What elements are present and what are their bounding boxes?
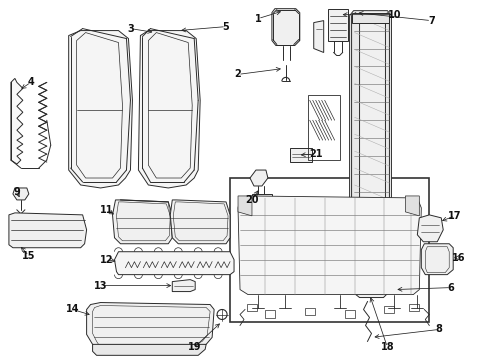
Polygon shape (349, 11, 390, 298)
Polygon shape (172, 280, 195, 292)
Polygon shape (138, 31, 200, 188)
Polygon shape (13, 188, 29, 200)
Polygon shape (238, 196, 251, 216)
Bar (229, 178, 428, 323)
Text: 16: 16 (451, 253, 465, 263)
Polygon shape (289, 148, 311, 162)
Text: 4: 4 (27, 77, 34, 87)
Text: 5: 5 (222, 22, 229, 32)
Polygon shape (11, 78, 23, 164)
Text: 20: 20 (244, 195, 258, 205)
Polygon shape (405, 196, 419, 216)
Polygon shape (114, 252, 234, 275)
Text: 13: 13 (94, 280, 107, 291)
Text: 8: 8 (435, 324, 442, 334)
Polygon shape (112, 200, 172, 244)
Polygon shape (271, 9, 299, 45)
Text: 15: 15 (22, 251, 36, 261)
Polygon shape (351, 13, 388, 23)
Text: 12: 12 (100, 255, 113, 265)
Text: 19: 19 (187, 342, 201, 352)
Polygon shape (238, 196, 421, 294)
Text: 14: 14 (66, 305, 79, 315)
Polygon shape (327, 9, 347, 41)
Polygon shape (381, 13, 388, 292)
Polygon shape (9, 213, 86, 248)
Polygon shape (170, 200, 229, 244)
Text: 11: 11 (100, 205, 113, 215)
Text: 17: 17 (447, 211, 461, 221)
Text: 18: 18 (380, 342, 393, 352)
Polygon shape (421, 244, 452, 275)
Polygon shape (68, 31, 132, 188)
Polygon shape (86, 302, 214, 347)
Polygon shape (313, 21, 323, 53)
Polygon shape (416, 215, 442, 242)
Text: 6: 6 (447, 283, 454, 293)
Polygon shape (251, 194, 271, 202)
Text: 9: 9 (14, 187, 20, 197)
Text: 2: 2 (234, 69, 241, 80)
Polygon shape (351, 13, 359, 292)
Text: 10: 10 (387, 10, 400, 20)
Text: 1: 1 (254, 14, 261, 24)
Polygon shape (92, 345, 206, 355)
Polygon shape (249, 170, 267, 186)
Text: 3: 3 (127, 24, 134, 33)
Text: 21: 21 (308, 149, 322, 159)
Text: 7: 7 (427, 15, 434, 26)
